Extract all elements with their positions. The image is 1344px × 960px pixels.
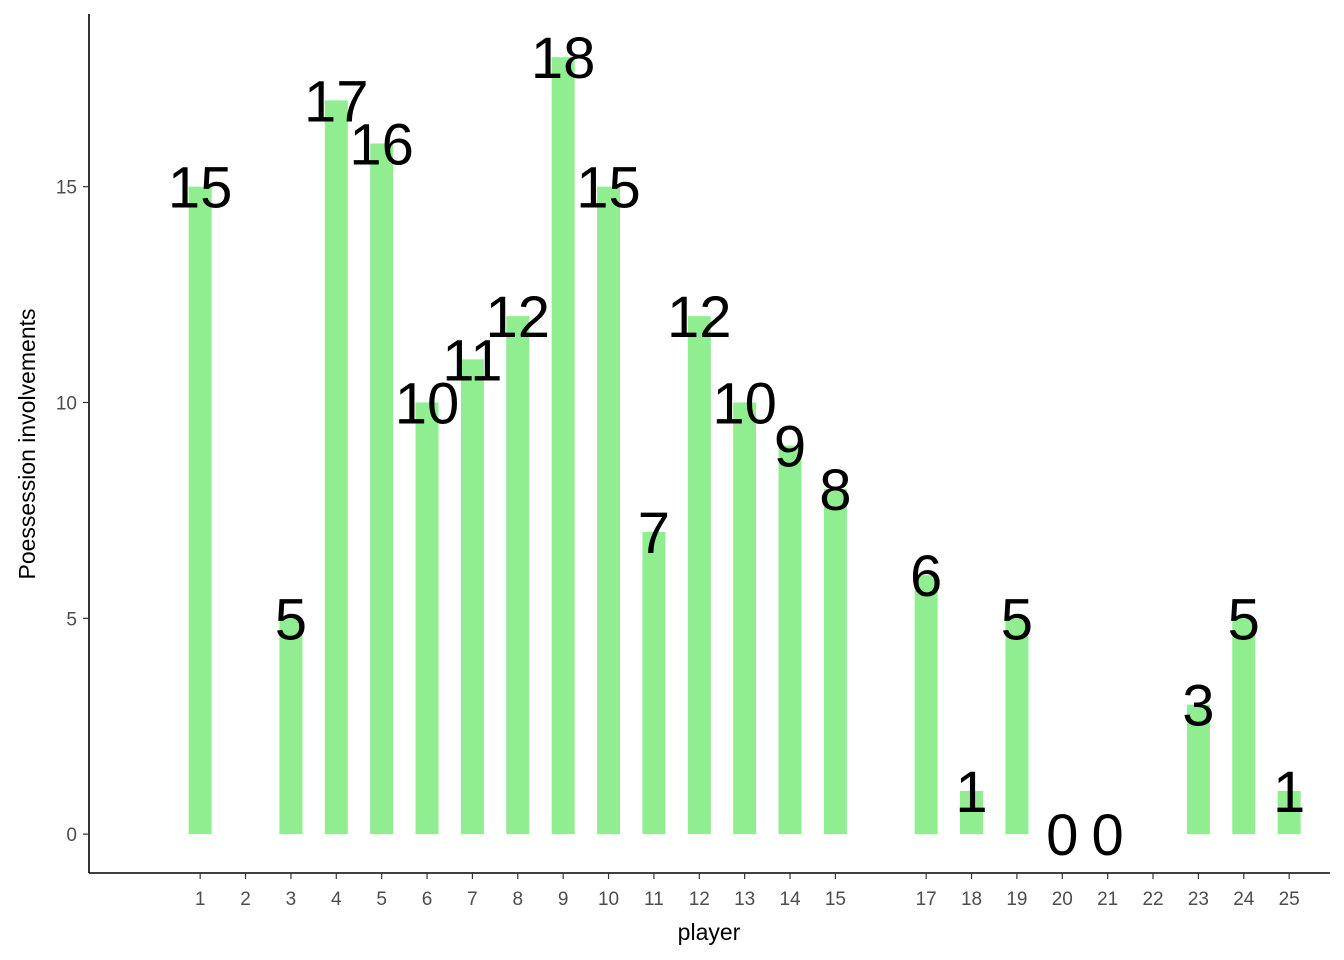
x-tick-label-1: 1 bbox=[195, 889, 206, 910]
data-label-player-23: 3 bbox=[1182, 674, 1214, 739]
bar-player-17 bbox=[914, 575, 938, 835]
data-label-player-21: 0 bbox=[1092, 803, 1124, 868]
x-tick-label-12: 12 bbox=[689, 889, 710, 910]
data-label-player-12: 12 bbox=[667, 285, 732, 350]
data-label-player-7: 11 bbox=[442, 328, 502, 393]
bar-player-1 bbox=[188, 186, 212, 835]
x-tick-label-14: 14 bbox=[779, 889, 801, 910]
data-label-player-3: 5 bbox=[275, 587, 307, 652]
bar-player-3 bbox=[279, 618, 303, 835]
bar-player-24 bbox=[1232, 618, 1256, 835]
y-axis-title: Poessession involvements bbox=[14, 308, 40, 579]
x-tick-label-3: 3 bbox=[286, 889, 297, 910]
data-label-player-18: 1 bbox=[955, 760, 987, 825]
y-tick-label-10: 10 bbox=[56, 393, 77, 414]
data-label-player-6: 10 bbox=[395, 371, 460, 436]
y-tick-label-5: 5 bbox=[66, 609, 77, 630]
x-tick-label-11: 11 bbox=[644, 889, 664, 910]
bar-player-11 bbox=[642, 531, 666, 835]
bar-player-23 bbox=[1186, 704, 1210, 835]
x-tick-label-13: 13 bbox=[734, 889, 755, 910]
x-tick-label-21: 21 bbox=[1097, 889, 1118, 910]
bar-player-7 bbox=[460, 359, 484, 835]
data-label-player-9: 18 bbox=[531, 26, 596, 91]
data-label-player-14: 9 bbox=[774, 415, 806, 480]
x-tick-label-8: 8 bbox=[513, 889, 524, 910]
bar-player-5 bbox=[370, 143, 394, 835]
x-tick-label-24: 24 bbox=[1233, 889, 1255, 910]
x-tick-label-10: 10 bbox=[598, 889, 619, 910]
x-tick-label-19: 19 bbox=[1006, 889, 1027, 910]
x-tick-label-15: 15 bbox=[825, 889, 846, 910]
x-ticks-group: 1 2 3 4 5 6 7 8 9 10 11 12 13 14 15 17 18 19 20 21 22 23 24 25 bbox=[195, 873, 1300, 910]
x-tick-label-23: 23 bbox=[1188, 889, 1209, 910]
x-tick-label-18: 18 bbox=[961, 889, 982, 910]
data-label-player-19: 5 bbox=[1001, 587, 1033, 652]
bar-player-8 bbox=[506, 316, 530, 835]
bar-player-4 bbox=[324, 100, 348, 835]
bar-player-6 bbox=[415, 402, 439, 835]
x-tick-label-20: 20 bbox=[1052, 889, 1073, 910]
x-tick-label-7: 7 bbox=[467, 889, 478, 910]
data-label-player-20: 0 bbox=[1046, 803, 1078, 868]
bar-player-14 bbox=[778, 445, 802, 835]
data-label-player-17: 6 bbox=[910, 544, 942, 609]
data-label-player-13: 10 bbox=[712, 371, 777, 436]
x-tick-label-22: 22 bbox=[1142, 889, 1163, 910]
data-label-player-5: 16 bbox=[349, 112, 414, 177]
data-label-player-11: 7 bbox=[638, 501, 670, 566]
data-label-player-10: 15 bbox=[576, 156, 641, 221]
data-label-player-1: 15 bbox=[168, 156, 233, 221]
x-tick-label-6: 6 bbox=[422, 889, 433, 910]
bar-player-19 bbox=[1005, 618, 1029, 835]
data-label-player-25: 1 bbox=[1273, 760, 1305, 825]
bar-player-10 bbox=[597, 186, 621, 835]
bar-player-13 bbox=[733, 402, 757, 835]
y-ticks-group: 0 5 10 15 bbox=[56, 178, 89, 846]
data-label-player-4: 17 bbox=[304, 69, 369, 134]
bar-player-15 bbox=[823, 488, 847, 835]
bar-player-9 bbox=[551, 57, 575, 835]
y-tick-label-0: 0 bbox=[66, 825, 77, 846]
bar-player-12 bbox=[687, 316, 711, 835]
bar-player-25 bbox=[1277, 790, 1301, 835]
y-tick-label-15: 15 bbox=[56, 178, 77, 199]
x-tick-label-4: 4 bbox=[331, 889, 342, 910]
x-axis-title: player bbox=[678, 919, 741, 945]
data-label-player-24: 5 bbox=[1228, 587, 1260, 652]
bar-player-18 bbox=[960, 790, 984, 835]
x-tick-label-5: 5 bbox=[376, 889, 387, 910]
data-label-player-8: 12 bbox=[486, 285, 551, 350]
x-tick-label-2: 2 bbox=[240, 889, 251, 910]
x-tick-label-25: 25 bbox=[1279, 889, 1300, 910]
x-tick-label-9: 9 bbox=[558, 889, 569, 910]
data-label-player-15: 8 bbox=[819, 458, 851, 523]
bars-group bbox=[188, 57, 1301, 835]
x-tick-label-17: 17 bbox=[916, 889, 937, 910]
